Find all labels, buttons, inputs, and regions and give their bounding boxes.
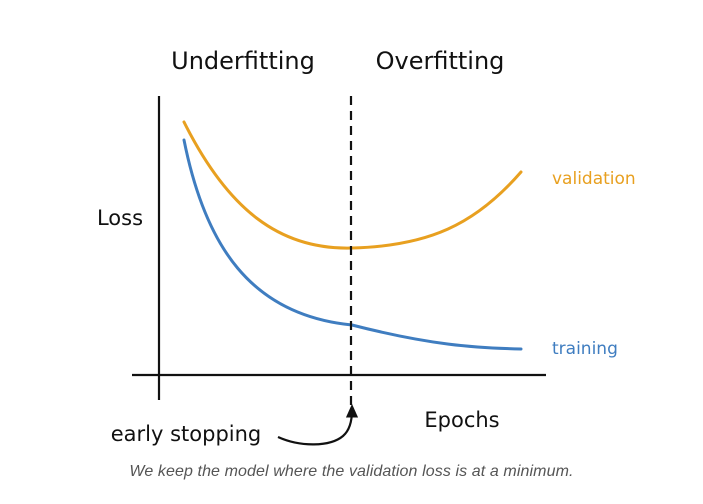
y-axis-label: Loss — [97, 206, 143, 230]
early-stopping-arrow — [277, 403, 359, 446]
early-stopping-label: early stopping — [111, 422, 262, 446]
training-label: training — [552, 339, 618, 359]
figure-caption: We keep the model where the validation l… — [129, 463, 574, 480]
training-curve — [182, 138, 523, 351]
validation-curve — [182, 120, 523, 250]
loss-curve-diagram: Underfitting Overfitting Loss Epochs val… — [97, 47, 636, 446]
x-axis-label: Epochs — [424, 408, 499, 432]
validation-label: validation — [552, 169, 636, 189]
underfitting-label: Underfitting — [171, 47, 315, 75]
overfitting-label: Overfitting — [376, 47, 505, 75]
